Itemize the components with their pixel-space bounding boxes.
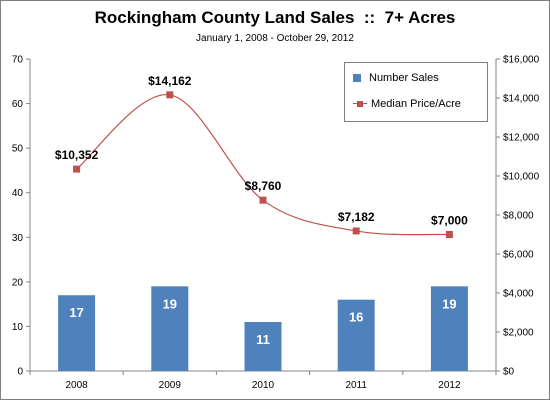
y-left-tick-label: 0: [17, 367, 23, 378]
bar-data-label: 16: [349, 310, 363, 325]
y-right-tick-label: $16,000: [503, 55, 540, 66]
y-left-tick-label: 60: [12, 99, 24, 110]
bar-number-sales: [337, 299, 375, 371]
bar-data-label: 19: [442, 296, 456, 311]
legend-label: Median Price/Acre: [371, 98, 461, 110]
bar-number-sales: [244, 321, 282, 371]
line-data-label: $8,760: [245, 179, 282, 193]
y-right-tick-label: $0: [503, 367, 515, 378]
y-left-tick-label: 30: [12, 233, 24, 244]
line-data-label: $7,000: [431, 214, 468, 228]
legend-bar-swatch: [353, 74, 361, 82]
x-tick-label: 2008: [65, 380, 88, 391]
line-marker-median-price: [352, 227, 360, 235]
y-right-tick-label: $6,000: [503, 250, 534, 261]
x-tick-label: 2011: [345, 380, 367, 391]
legend-label: Number Sales: [369, 72, 439, 84]
line-data-label: $10,352: [55, 148, 99, 162]
x-tick-label: 2010: [252, 380, 275, 391]
y-right-tick-label: $10,000: [503, 172, 540, 183]
bar-data-label: 17: [69, 305, 83, 320]
legend-line-swatch: [353, 99, 367, 109]
bar-data-label: 19: [163, 296, 177, 311]
line-marker-median-price: [259, 196, 267, 204]
y-left-tick-label: 10: [12, 322, 24, 333]
bar-data-label: 11: [256, 332, 270, 347]
y-right-tick-label: $4,000: [503, 289, 534, 300]
chart-subtitle: January 1, 2008 - October 29, 2012: [196, 33, 354, 44]
x-tick-label: 2012: [438, 380, 461, 391]
line-median-price: [76, 94, 450, 236]
bar-number-sales: [151, 286, 189, 371]
bar-number-sales: [430, 286, 468, 371]
y-right-tick-label: $2,000: [503, 328, 534, 339]
line-data-label: $7,182: [338, 210, 375, 224]
legend-item-number-sales: Number Sales: [353, 70, 439, 86]
y-right-tick-label: $14,000: [503, 94, 540, 105]
y-left-tick-label: 50: [12, 144, 24, 155]
legend-item-median-price: Median Price/Acre: [353, 96, 461, 112]
line-marker-median-price: [73, 165, 81, 173]
line-marker-median-price: [445, 231, 453, 238]
y-right-tick-label: $8,000: [503, 211, 534, 222]
bar-number-sales: [58, 295, 96, 371]
chart-title: Rockingham County Land Sales :: 7+ Acres: [94, 8, 456, 27]
y-left-tick-label: 70: [12, 55, 24, 66]
y-left-tick-label: 20: [12, 277, 24, 288]
y-right-tick-label: $12,000: [503, 133, 540, 144]
line-data-label: $14,162: [148, 74, 192, 88]
y-left-tick-label: 40: [12, 188, 24, 199]
x-tick-label: 2009: [159, 380, 182, 391]
line-marker-median-price: [166, 91, 174, 99]
legend: Number Sales Median Price/Acre: [344, 62, 488, 122]
